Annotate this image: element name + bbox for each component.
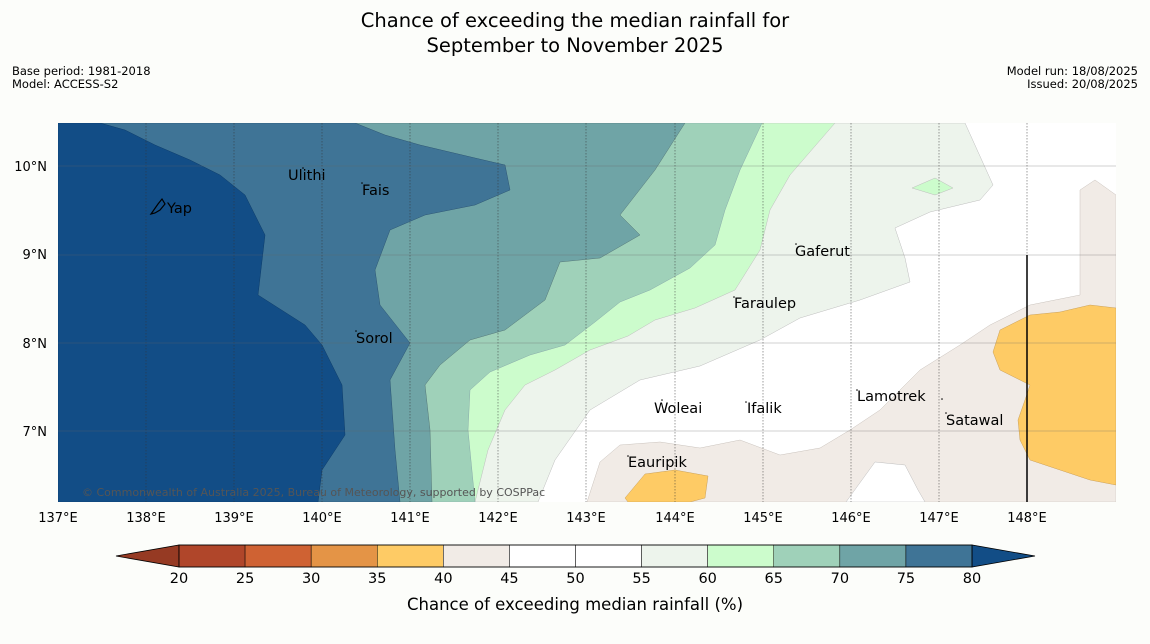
lon-tick-143e: 143°E [566,511,606,526]
place-label-fais: Fais [362,183,389,199]
colorbar-cell-60-65 [707,544,774,568]
colorbar-tick-70: 70 [831,571,849,587]
model-text: Model: ACCESS-S2 [12,77,119,91]
place-label-faraulep: Faraulep [734,296,796,312]
map-lat-lines [58,165,1116,432]
place-label-eauripik: Eauripik [628,455,687,471]
place-label-ulithi: Ulithi [288,168,326,184]
lon-tick-137e: 137°E [38,511,78,526]
colorbar-cell-25-30 [244,544,312,568]
colorbar-cell-35-40 [377,544,444,568]
map-title-line-1: Chance of exceeding the median rainfall … [360,9,790,32]
colorbar-tick-75: 75 [897,571,915,587]
lat-tick-7n: 7°N [23,425,48,440]
copyright-text: © Commonwealth of Australia 2025, Bureau… [82,486,545,499]
colorbar-cell-70-75 [839,544,907,568]
lon-tick-144e: 144°E [655,511,695,526]
colorbar-cell-40-45 [443,544,510,568]
lon-tick-140e: 140°E [302,511,342,526]
colorbar-tick-60: 60 [698,571,716,587]
place-label-yap: Yap [166,201,192,217]
colorbar-cells [178,544,973,568]
map-title: Chance of exceeding the median rainfall … [0,8,1150,58]
place-label-lamotrek: Lamotrek [857,389,926,405]
colorbar-tick-20: 20 [170,571,188,587]
lon-tick-146e: 146°E [831,511,871,526]
colorbar-tick-50: 50 [566,571,584,587]
lat-tick-8n: 8°N [23,337,48,352]
lon-tick-148e: 148°E [1007,511,1047,526]
lon-tick-139e: 139°E [214,511,254,526]
lon-tick-138e: 138°E [126,511,166,526]
zone-35-40-south [624,469,709,502]
meta-right: Model run: 18/08/2025 Issued: 20/08/2025 [1007,65,1138,91]
place-label-ifalik: Ifalik [747,401,782,417]
colorbar-frame [178,544,973,568]
colorbar-cell-75-80 [905,544,973,568]
colorbar-under-arrow [115,544,180,568]
lon-tick-147e: 147°E [919,511,959,526]
zone-40-45-east [586,179,1116,502]
colorbar-cell-45-50 [509,544,576,568]
colorbar-cell-55-60 [641,544,708,568]
map-panel: Yap Ulithi Fais Gaferut Faraulep Sorol W… [58,123,1116,502]
colorbar-cell-65-70 [773,544,841,568]
map-title-line-2: September to November 2025 [426,34,724,57]
zone-60-65-patch [911,177,954,196]
colorbar-tick-55: 55 [632,571,650,587]
colorbar-tick-45: 45 [500,571,518,587]
colorbar-tick-65: 65 [765,571,783,587]
place-label-gaferut: Gaferut [795,244,850,260]
colorbar-tick-25: 25 [236,571,254,587]
island-dots [302,167,947,457]
lon-tick-141e: 141°E [390,511,430,526]
lat-tick-10n: 10°N [14,160,47,175]
meta-left: Base period: 1981-2018 Model: ACCESS-S2 [12,65,151,91]
base-period-text: Base period: 1981-2018 [12,64,151,78]
lon-tick-142e: 142°E [478,511,518,526]
colorbar-tick-35: 35 [368,571,386,587]
place-label-satawal: Satawal [946,413,1003,429]
model-run-text: Model run: 18/08/2025 [1006,64,1138,78]
colorbar-cell-30-35 [310,544,378,568]
colorbar-over-arrow [971,544,1036,568]
colorbar-title: Chance of exceeding median rainfall (%) [407,595,743,614]
lon-tick-labels: 137°E 138°E 139°E 140°E 141°E 142°E 143°… [38,511,1047,526]
colorbar-tick-30: 30 [302,571,320,587]
colorbar-cell-20-25 [178,544,246,568]
zone-45-50-island [845,461,926,502]
colorbar-cell-50-55 [575,544,642,568]
place-label-sorol: Sorol [356,331,393,347]
colorbar: 20 25 30 35 40 45 50 55 60 65 70 75 80 Chance of exc… [115,544,1036,614]
lon-tick-145e: 145°E [743,511,783,526]
lat-tick-labels: 10°N 9°N 8°N 7°N [14,160,47,440]
colorbar-tick-40: 40 [434,571,452,587]
lat-tick-9n: 9°N [23,248,48,263]
colorbar-tick-80: 80 [963,571,981,587]
colorbar-tick-labels: 20 25 30 35 40 45 50 55 60 65 70 75 80 [170,571,981,587]
yap-island-shape [149,197,166,215]
place-label-woleai: Woleai [654,401,702,417]
zone-above-80 [58,123,346,502]
issued-text: Issued: 20/08/2025 [1027,77,1138,91]
